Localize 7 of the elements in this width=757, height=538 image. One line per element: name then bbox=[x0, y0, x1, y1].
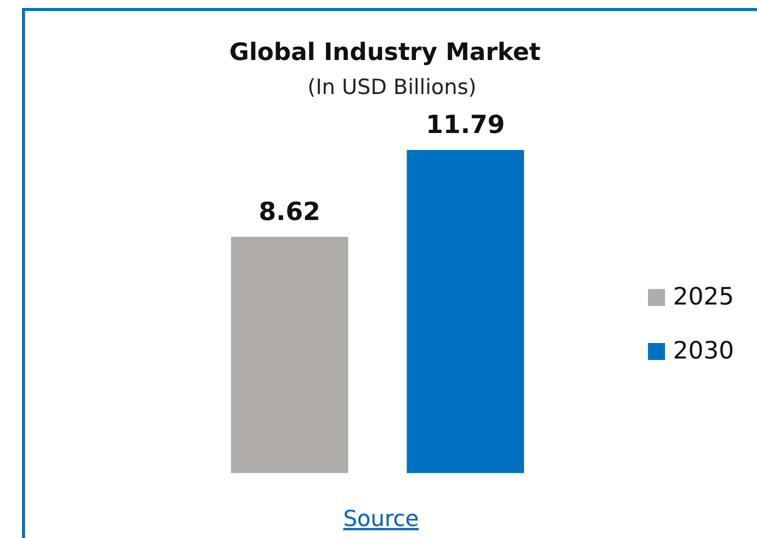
data-label: 11.79 bbox=[426, 110, 505, 139]
legend-label: 2025 bbox=[673, 282, 734, 311]
data-label: 8.62 bbox=[258, 196, 320, 226]
text: Source bbox=[343, 507, 419, 532]
chart-title: Global Industry Market bbox=[229, 38, 541, 66]
chart-subtitle: (In USD Billions) bbox=[308, 75, 476, 99]
legend-label: 2030 bbox=[673, 336, 734, 365]
